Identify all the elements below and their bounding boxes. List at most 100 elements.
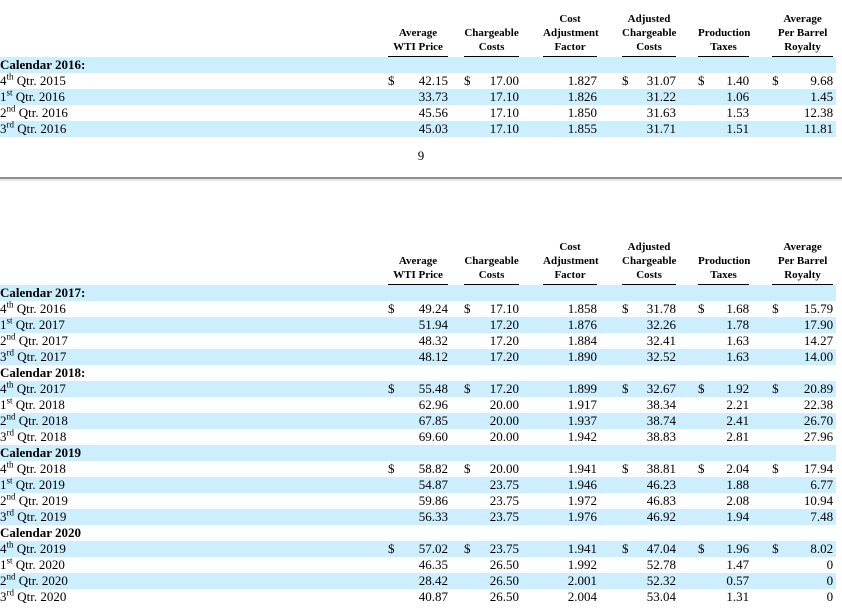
dollar-sign-cell bbox=[698, 121, 712, 137]
cell-wti: 49.24 bbox=[418, 301, 449, 316]
column-header-royalty: Average Per Barrel Royalty bbox=[772, 8, 834, 57]
column-spacer bbox=[676, 105, 698, 121]
dollar-sign-cell bbox=[388, 573, 404, 589]
column-spacer bbox=[597, 509, 622, 525]
row-label: 4th Qtr. 2015 bbox=[0, 73, 66, 88]
cell-royalty: 22.38 bbox=[803, 397, 834, 412]
cell-factor: 1.976 bbox=[567, 509, 598, 524]
column-spacer bbox=[597, 461, 622, 477]
cell-wti: 46.35 bbox=[418, 557, 449, 572]
row-label: 2nd Qtr. 2017 bbox=[0, 333, 68, 348]
cell-taxes: 1.88 bbox=[726, 477, 750, 492]
quarter-row: 3rd Qtr. 2017 48.12 17.20 1.890 32.52 1.63 14.… bbox=[0, 349, 837, 365]
column-spacer bbox=[597, 541, 622, 557]
cell-factor: 1.890 bbox=[567, 349, 598, 364]
ordinal-suffix: st bbox=[6, 397, 13, 406]
cell-chargeable: 23.75 bbox=[489, 509, 520, 524]
column-spacer bbox=[448, 301, 464, 317]
column-spacer bbox=[749, 589, 772, 605]
column-spacer bbox=[749, 429, 772, 445]
column-spacer bbox=[448, 589, 464, 605]
column-spacer bbox=[676, 317, 698, 333]
dollar-sign-cell bbox=[622, 333, 636, 349]
quarter-row: 4th Qtr. 2019 $57.02 $23.75 1.941 $47.04 $1.9… bbox=[0, 541, 837, 557]
column-header-chargeable: Chargeable Costs bbox=[464, 236, 520, 285]
right-pad bbox=[833, 493, 836, 509]
column-spacer bbox=[676, 381, 698, 397]
dollar-sign-cell bbox=[388, 589, 404, 605]
cell-taxes: 1.47 bbox=[726, 557, 750, 572]
cell-royalty: 17.94 bbox=[803, 461, 834, 476]
cell-wti: 40.87 bbox=[418, 589, 449, 604]
column-spacer bbox=[597, 301, 622, 317]
cell-taxes: 2.81 bbox=[726, 429, 750, 444]
column-spacer bbox=[597, 413, 622, 429]
column-spacer bbox=[519, 301, 543, 317]
quarter-row: 1st Qtr. 2016 33.73 17.10 1.826 31.22 1.06 1.4… bbox=[0, 89, 837, 105]
cell-chargeable: 17.10 bbox=[489, 89, 520, 104]
cell-chargeable: 20.00 bbox=[489, 397, 520, 412]
cell-wti: 45.56 bbox=[418, 105, 449, 120]
right-pad bbox=[833, 349, 836, 365]
cell-royalty: 7.48 bbox=[810, 509, 834, 524]
ordinal-suffix: th bbox=[6, 461, 14, 470]
dollar-sign-cell: $ bbox=[388, 73, 395, 88]
dollar-sign-cell bbox=[622, 557, 636, 573]
cell-factor: 1.858 bbox=[567, 301, 598, 316]
right-pad bbox=[833, 429, 836, 445]
column-spacer bbox=[749, 541, 772, 557]
dollar-sign-cell: $ bbox=[464, 301, 471, 316]
cell-adjusted: 32.26 bbox=[646, 317, 677, 332]
cell-factor: 1.884 bbox=[567, 333, 598, 348]
dollar-sign-cell bbox=[464, 493, 478, 509]
column-spacer bbox=[676, 509, 698, 525]
column-spacer bbox=[519, 333, 543, 349]
column-spacer bbox=[448, 317, 464, 333]
dollar-sign-cell: $ bbox=[388, 381, 395, 396]
section-row: Calendar 2017: bbox=[0, 284, 837, 301]
column-spacer bbox=[749, 105, 772, 121]
dollar-sign-cell bbox=[388, 349, 404, 365]
dollar-sign-cell bbox=[388, 397, 404, 413]
cell-adjusted: 46.83 bbox=[646, 493, 677, 508]
ordinal-suffix: st bbox=[6, 557, 13, 566]
column-spacer bbox=[519, 349, 543, 365]
cell-adjusted: 38.74 bbox=[646, 413, 677, 428]
dollar-sign-cell bbox=[622, 573, 636, 589]
row-label: 2nd Qtr. 2018 bbox=[0, 413, 68, 428]
row-label: 4th Qtr. 2016 bbox=[0, 301, 66, 316]
dollar-sign-cell bbox=[698, 317, 712, 333]
cell-factor: 1.942 bbox=[567, 429, 598, 444]
cell-factor: 1.899 bbox=[567, 381, 598, 396]
dollar-sign-cell bbox=[464, 429, 478, 445]
column-spacer bbox=[519, 557, 543, 573]
cell-taxes: 1.40 bbox=[726, 73, 750, 88]
dollar-sign-cell bbox=[698, 429, 712, 445]
cell-chargeable: 26.50 bbox=[489, 557, 520, 572]
right-pad bbox=[833, 509, 836, 525]
cell-taxes: 2.08 bbox=[726, 493, 750, 508]
cell-chargeable: 23.75 bbox=[489, 541, 520, 556]
row-label: 4th Qtr. 2018 bbox=[0, 461, 66, 476]
column-spacer bbox=[519, 493, 543, 509]
cell-royalty: 26.70 bbox=[803, 413, 834, 428]
column-spacer bbox=[749, 236, 772, 285]
ordinal-suffix: nd bbox=[6, 105, 16, 114]
quarter-row: 1st Qtr. 2017 51.94 17.20 1.876 32.26 1.78 17.… bbox=[0, 317, 837, 333]
quarter-row: 1st Qtr. 2018 62.96 20.00 1.917 38.34 2.21 22.… bbox=[0, 397, 836, 413]
column-spacer bbox=[448, 493, 464, 509]
cell-taxes: 1.78 bbox=[726, 317, 750, 332]
cell-chargeable: 26.50 bbox=[489, 573, 520, 588]
dollar-sign-cell: $ bbox=[698, 73, 705, 88]
dollar-sign-cell bbox=[698, 509, 712, 525]
dollar-sign-cell bbox=[698, 105, 712, 121]
cell-wti: 42.15 bbox=[418, 73, 449, 88]
column-spacer bbox=[519, 589, 543, 605]
dollar-sign-cell bbox=[622, 121, 636, 137]
cell-adjusted: 46.92 bbox=[646, 509, 677, 524]
dollar-sign-cell bbox=[388, 121, 404, 137]
dollar-sign-cell bbox=[388, 429, 404, 445]
section-label: Calendar 2017: bbox=[0, 285, 86, 300]
column-spacer bbox=[676, 349, 698, 365]
row-label: 3rd Qtr. 2018 bbox=[0, 429, 67, 444]
